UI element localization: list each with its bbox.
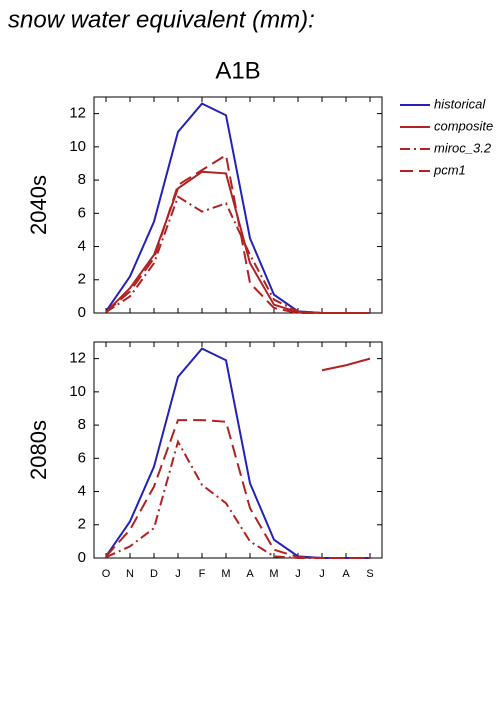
x-tick-label: J <box>295 568 301 580</box>
y-tick-label: 2 <box>78 271 86 288</box>
row-label: 2080s <box>26 420 51 480</box>
series-line <box>105 102 370 314</box>
x-tick-label: J <box>319 568 325 580</box>
series-line <box>105 439 370 559</box>
x-tick-label: O <box>102 568 111 580</box>
legend-label: pcm1 <box>433 162 466 177</box>
x-tick-label: F <box>199 568 206 580</box>
page-title: snow water equivalent (mm): <box>8 6 315 33</box>
x-tick-label: A <box>246 568 254 580</box>
x-tick-label: D <box>150 568 158 580</box>
x-tick-label: M <box>221 568 230 580</box>
y-tick-label: 8 <box>78 416 86 433</box>
y-tick-label: 10 <box>69 383 86 400</box>
y-tick-label: 6 <box>78 204 86 221</box>
y-tick-label: 12 <box>69 350 86 367</box>
series-line <box>105 347 370 559</box>
y-tick-label: 2 <box>78 516 86 533</box>
plot-frame <box>93 96 383 314</box>
legend-label: miroc_3.2 <box>434 140 492 155</box>
x-tick-label: J <box>175 568 181 580</box>
legend-label: composite <box>434 118 493 133</box>
series-line <box>105 419 370 559</box>
series-line <box>321 357 371 372</box>
x-tick-label: M <box>269 568 278 580</box>
scenario-title: A1B <box>215 57 260 84</box>
plot-frame <box>93 341 383 559</box>
x-tick-label: S <box>366 568 373 580</box>
y-tick-label: 4 <box>78 238 86 255</box>
y-tick-label: 0 <box>78 304 86 321</box>
y-tick-label: 6 <box>78 449 86 466</box>
y-tick-label: 12 <box>69 105 86 122</box>
y-tick-label: 0 <box>78 549 86 566</box>
series-line <box>105 195 370 314</box>
y-tick-label: 4 <box>78 483 86 500</box>
series-line <box>105 153 370 314</box>
x-tick-label: N <box>126 568 134 580</box>
row-label: 2040s <box>26 175 51 235</box>
y-tick-label: 10 <box>69 138 86 155</box>
legend-label: historical <box>434 96 486 111</box>
x-tick-label: A <box>342 568 350 580</box>
y-tick-label: 8 <box>78 171 86 188</box>
